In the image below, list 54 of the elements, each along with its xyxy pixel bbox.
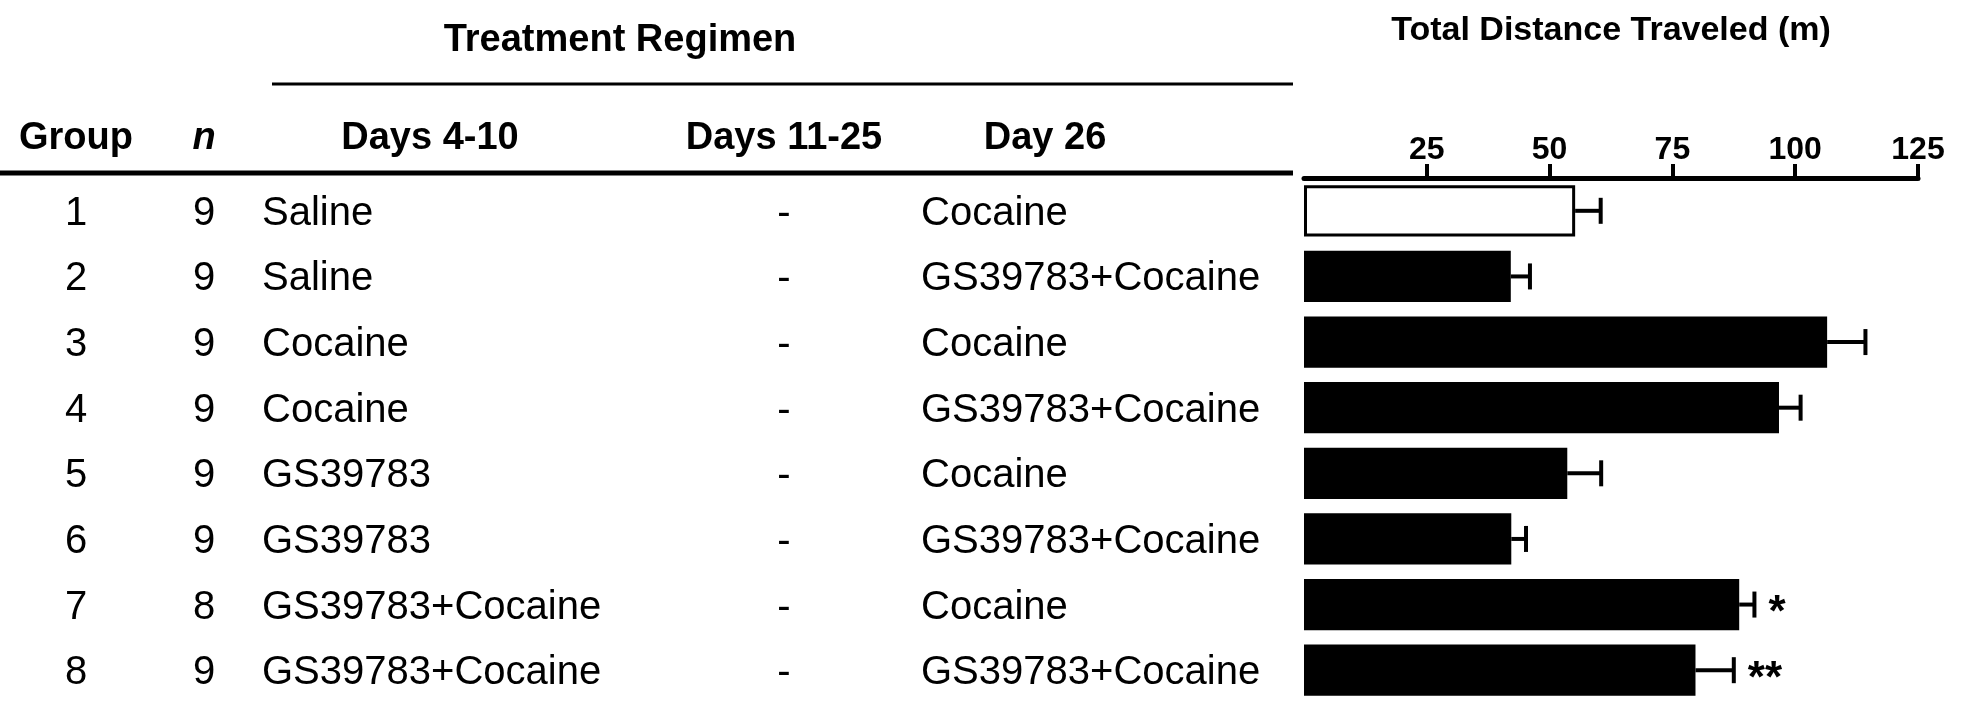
text: -: [777, 320, 791, 365]
x-tick-label: 25: [1409, 130, 1445, 166]
text: 9: [192, 188, 216, 233]
text: Group: [19, 115, 133, 157]
text: GS39783: [262, 451, 432, 496]
text: Cocaine: [921, 451, 1068, 496]
annotation: *: [1768, 586, 1787, 636]
text: Saline: [262, 188, 374, 233]
text: GS39783+Cocaine: [262, 648, 602, 693]
text: Cocaine: [262, 385, 409, 430]
text: n: [192, 115, 216, 157]
text: 8: [192, 582, 216, 627]
text: -: [777, 516, 791, 561]
text: 2: [64, 254, 88, 299]
text: -: [777, 451, 791, 496]
x-tick-label: 75: [1654, 130, 1691, 166]
text: GS39783+Cocaine: [921, 254, 1261, 299]
text: 9: [192, 451, 216, 496]
text: Cocaine: [921, 582, 1068, 627]
text: 9: [192, 320, 216, 365]
text: GS39783+Cocaine: [921, 648, 1261, 693]
text: 9: [192, 648, 216, 693]
text: GS39783+Cocaine: [921, 385, 1261, 430]
text: GS39783+Cocaine: [262, 582, 602, 627]
text: Cocaine: [921, 320, 1068, 365]
text: -: [777, 648, 791, 693]
x-tick-label: 50: [1531, 130, 1568, 166]
text: Days 4-10: [341, 115, 519, 157]
text: -: [777, 254, 791, 299]
text: Cocaine: [262, 320, 409, 365]
text: 9: [192, 254, 216, 299]
text: 9: [192, 516, 216, 561]
x-tick-label: 100: [1768, 130, 1822, 166]
text: GS39783+Cocaine: [921, 516, 1261, 561]
text: 8: [64, 648, 88, 693]
text: Days 11-25: [685, 115, 883, 157]
x-axis-title: Total Distance Traveled (m): [1391, 9, 1831, 47]
text: -: [777, 582, 791, 627]
text: 3: [64, 320, 88, 365]
text: 4: [64, 385, 88, 430]
text: 9: [192, 385, 216, 430]
text: Treatment Regimen: [443, 17, 797, 59]
text: 5: [64, 451, 88, 496]
x-tick-label: 125: [1891, 130, 1945, 166]
text: Saline: [262, 254, 374, 299]
text: 7: [64, 582, 88, 627]
text: 1: [64, 188, 88, 233]
text: -: [777, 385, 791, 430]
text: 6: [64, 516, 88, 561]
text: -: [777, 188, 791, 233]
text: GS39783: [262, 516, 432, 561]
annotation: **: [1747, 651, 1783, 701]
text: Day 26: [983, 115, 1107, 157]
text: Cocaine: [921, 188, 1068, 233]
